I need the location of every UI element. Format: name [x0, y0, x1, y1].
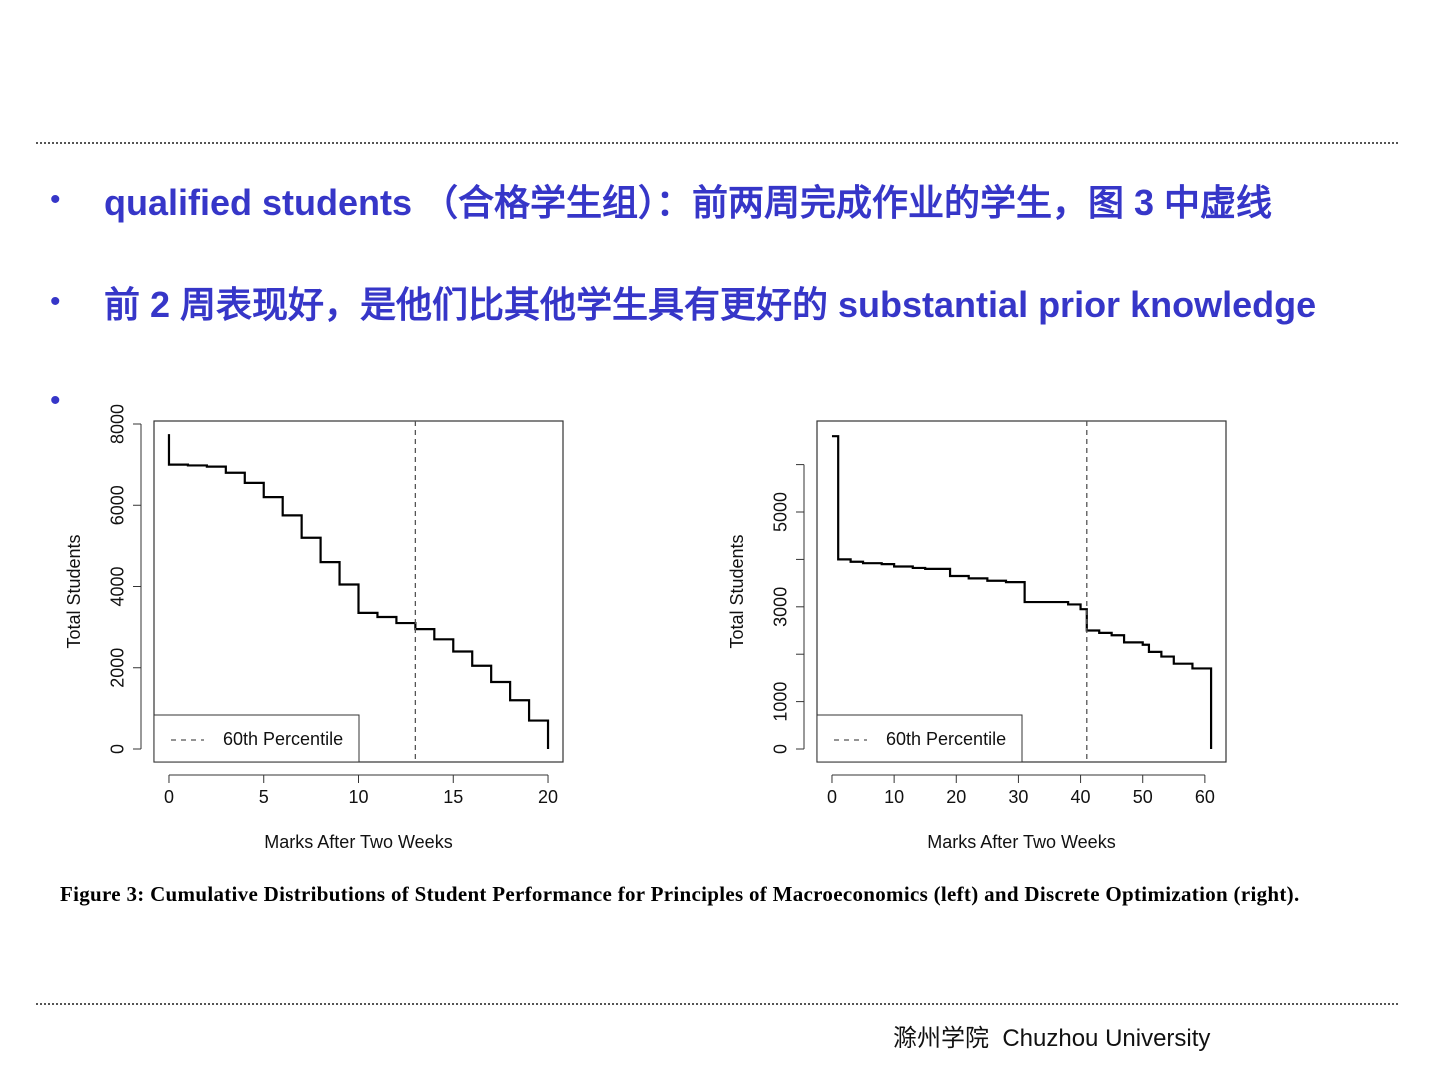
plot-frame	[816, 420, 1227, 763]
x-tick-label: 0	[164, 787, 174, 807]
y-tick-label: 6000	[108, 485, 128, 525]
x-tick-label: 20	[946, 787, 966, 807]
x-tick-label: 10	[348, 787, 368, 807]
legend-box	[816, 714, 1023, 763]
y-tick-label: 0	[108, 744, 128, 754]
x-tick-label: 20	[538, 787, 558, 807]
x-tick-label: 50	[1133, 787, 1153, 807]
bullet-text: qualified students （合格学生组）：前两周完成作业的学生，图 …	[104, 182, 1273, 223]
x-axis-title: Marks After Two Weeks	[927, 832, 1115, 852]
y-tick-label: 3000	[771, 587, 791, 627]
y-tick-label: 2000	[108, 648, 128, 688]
x-tick-label: 30	[1008, 787, 1028, 807]
x-tick-label: 60	[1195, 787, 1215, 807]
divider	[36, 1003, 1398, 1005]
y-tick-label: 4000	[108, 566, 128, 606]
y-tick-label: 8000	[108, 404, 128, 444]
y-tick-label: 1000	[771, 682, 791, 722]
legend-label: 60th Percentile	[886, 729, 1006, 749]
bullet-dot: •	[50, 285, 61, 318]
x-tick-label: 10	[884, 787, 904, 807]
step-line	[831, 435, 1213, 750]
divider	[36, 142, 1398, 144]
legend-label: 60th Percentile	[223, 729, 343, 749]
legend-box	[153, 714, 360, 763]
figure-caption: Figure 3: Cumulative Distributions of St…	[60, 882, 1300, 906]
bullet-dot: •	[50, 183, 61, 216]
x-tick-label: 5	[259, 787, 269, 807]
x-axis-title: Marks After Two Weeks	[264, 832, 452, 852]
y-axis-title: Total Students	[64, 534, 84, 648]
x-tick-label: 15	[443, 787, 463, 807]
footer: 滁州学院 Chuzhou University	[893, 1025, 1211, 1052]
bullet-dot: •	[50, 384, 61, 417]
x-tick-label: 0	[827, 787, 837, 807]
bullet-text: 前 2 周表现好，是他们比其他学生具有更好的 substantial prior…	[104, 284, 1317, 325]
step-line	[167, 434, 550, 749]
y-tick-label: 0	[771, 744, 791, 754]
y-tick-label: 5000	[771, 492, 791, 532]
x-tick-label: 40	[1071, 787, 1091, 807]
y-axis-title: Total Students	[727, 534, 747, 648]
